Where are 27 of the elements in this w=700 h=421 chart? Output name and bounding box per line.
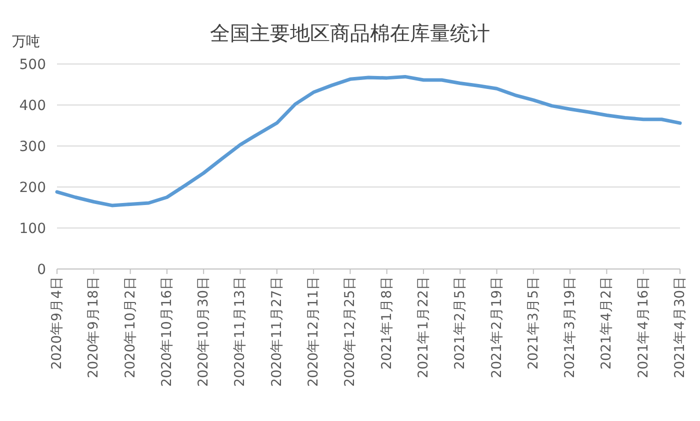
x-tick-label: 2020年12月25日 <box>342 276 358 387</box>
y-tick-label: 300 <box>19 139 46 155</box>
x-tick-label: 2020年9月18日 <box>86 276 102 378</box>
x-tick-label: 2020年11月27日 <box>268 276 285 387</box>
line-series <box>55 74 682 208</box>
x-tick-label: 2021年1月8日 <box>378 276 395 370</box>
x-tick-label: 2020年11月13日 <box>232 276 248 387</box>
y-axis-title: 万吨 <box>12 34 40 50</box>
x-tick-label: 2021年3月19日 <box>562 276 578 378</box>
y-tick-label: 400 <box>19 98 46 114</box>
chart-title: 全国主要地区商品棉在库量统计 <box>210 21 490 45</box>
x-tick-label: 2020年10月2日 <box>122 276 138 378</box>
x-tick-label: 2021年4月16日 <box>635 276 652 378</box>
x-tick-label: 2021年4月30日 <box>672 276 688 378</box>
x-tick-label: 2021年1月22日 <box>415 276 432 378</box>
x-tick-label: 2020年10月16日 <box>158 276 175 387</box>
x-tick-label: 2020年10月30日 <box>196 276 212 387</box>
y-tick-label: 0 <box>37 262 46 278</box>
y-tick-label: 100 <box>19 221 46 237</box>
x-tick-label: 2020年9月4日 <box>49 276 65 370</box>
x-tick-label: 2021年4月2日 <box>598 276 615 370</box>
x-tick-label: 2021年3月5日 <box>525 276 542 370</box>
y-tick-label: 200 <box>19 180 46 196</box>
y-tick-label: 500 <box>19 57 46 73</box>
x-tick-label: 2020年12月11日 <box>306 276 322 387</box>
x-tick-label: 2021年2月5日 <box>452 276 468 370</box>
x-tick-label: 2021年2月19日 <box>488 276 505 378</box>
